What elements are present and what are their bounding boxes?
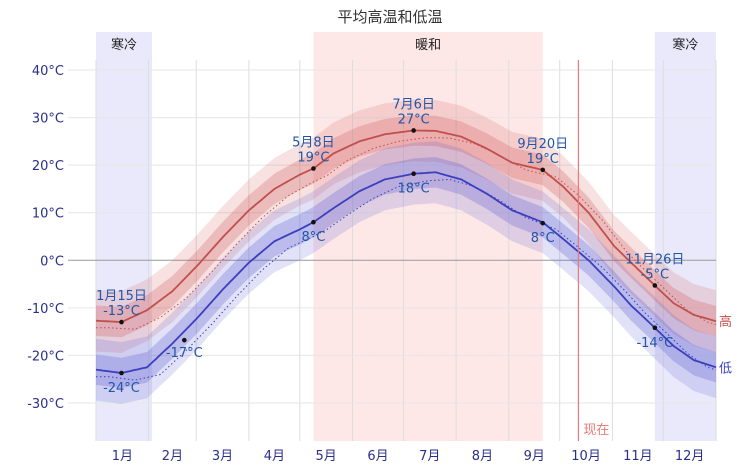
x-tick-label: 10月 xyxy=(571,449,601,464)
series-band-outer xyxy=(96,141,716,404)
season-band xyxy=(313,32,543,441)
annotation-point xyxy=(411,128,416,133)
annotation-point xyxy=(119,370,124,376)
annotation-point xyxy=(311,219,316,225)
x-tick-label: 7月 xyxy=(419,449,440,464)
y-tick-label: -30°C xyxy=(27,397,64,412)
season-label: 暖和 xyxy=(415,38,441,53)
grid xyxy=(68,60,717,441)
annotation-value: 18°C xyxy=(398,182,430,197)
series-band-inner xyxy=(96,115,716,338)
chart-title: 平均高温和低温 xyxy=(337,8,442,26)
y-tick-label: 40°C xyxy=(32,64,64,79)
y-tick-label: 10°C xyxy=(32,207,64,222)
annotation-date: 1月15日 xyxy=(96,289,147,304)
annotation-date: 7月6日 xyxy=(392,97,435,112)
series-band-inner xyxy=(96,157,716,389)
x-tick-label: 1月 xyxy=(112,449,133,464)
annotation-point xyxy=(311,166,316,171)
annotation-value: 19°C xyxy=(527,152,559,167)
x-tick-label: 5月 xyxy=(316,449,337,464)
x-tick-label: 2月 xyxy=(162,449,183,464)
annotation-value: 27°C xyxy=(398,112,430,127)
season-band xyxy=(654,32,716,441)
x-tick-label: 4月 xyxy=(264,449,285,464)
x-tick-label: 6月 xyxy=(367,449,388,464)
annotation-value: 8°C xyxy=(531,231,555,246)
annotation-value: -24°C xyxy=(103,381,140,396)
x-tick-label: 9月 xyxy=(524,449,545,464)
y-tick-label: -20°C xyxy=(27,349,64,364)
annotation-date: 9月20日 xyxy=(517,137,568,152)
series-label: 高 xyxy=(719,314,732,330)
axes: 40°C 30°C 20°C 10°C 0°C -10°C -20°C -30°C 1月 2月 3月… xyxy=(27,60,704,464)
y-tick-label: 0°C xyxy=(40,254,64,269)
series-label: 低 xyxy=(719,361,732,376)
annotation-value: -17°C xyxy=(166,346,203,361)
x-tick-label: 11月 xyxy=(623,449,653,464)
season-label: 寒冷 xyxy=(111,37,137,53)
series-layer: 高低 xyxy=(95,99,732,404)
y-tick-label: 30°C xyxy=(32,112,64,127)
annotation-value: -5°C xyxy=(641,267,670,282)
annotation-value: 8°C xyxy=(301,230,325,245)
x-tick-label: 3月 xyxy=(212,449,233,464)
x-tick-label: 12月 xyxy=(675,449,705,464)
annotation-point xyxy=(652,283,658,288)
series-band-outer xyxy=(96,99,716,353)
annotation-point xyxy=(652,325,658,331)
annotation-date: 11月26日 xyxy=(625,252,684,267)
season-bands: 寒冷 暖和 寒冷 xyxy=(96,32,716,441)
season-label: 寒冷 xyxy=(672,37,698,53)
annotation-point xyxy=(119,319,124,325)
annotation-point xyxy=(182,337,187,343)
annotation-date: 5月8日 xyxy=(292,135,335,150)
annotation-point xyxy=(411,171,416,177)
now-label: 现在 xyxy=(583,423,609,438)
series-line xyxy=(95,129,717,324)
y-tick-label: 20°C xyxy=(32,159,64,174)
series-line xyxy=(95,171,717,374)
annotation-point xyxy=(540,220,546,226)
annotation-point xyxy=(540,167,546,173)
x-tick-label: 8月 xyxy=(472,449,493,464)
annotation-value: -14°C xyxy=(636,336,673,351)
annotation-value: -13°C xyxy=(103,304,140,319)
y-tick-label: -10°C xyxy=(27,302,64,317)
annotations: 1月15日-13°C-24°C-17°C5月8日19°C8°C7月6日27°C1… xyxy=(96,97,684,396)
annotation-value: 19°C xyxy=(297,150,329,165)
series-dotted-line xyxy=(96,178,717,381)
